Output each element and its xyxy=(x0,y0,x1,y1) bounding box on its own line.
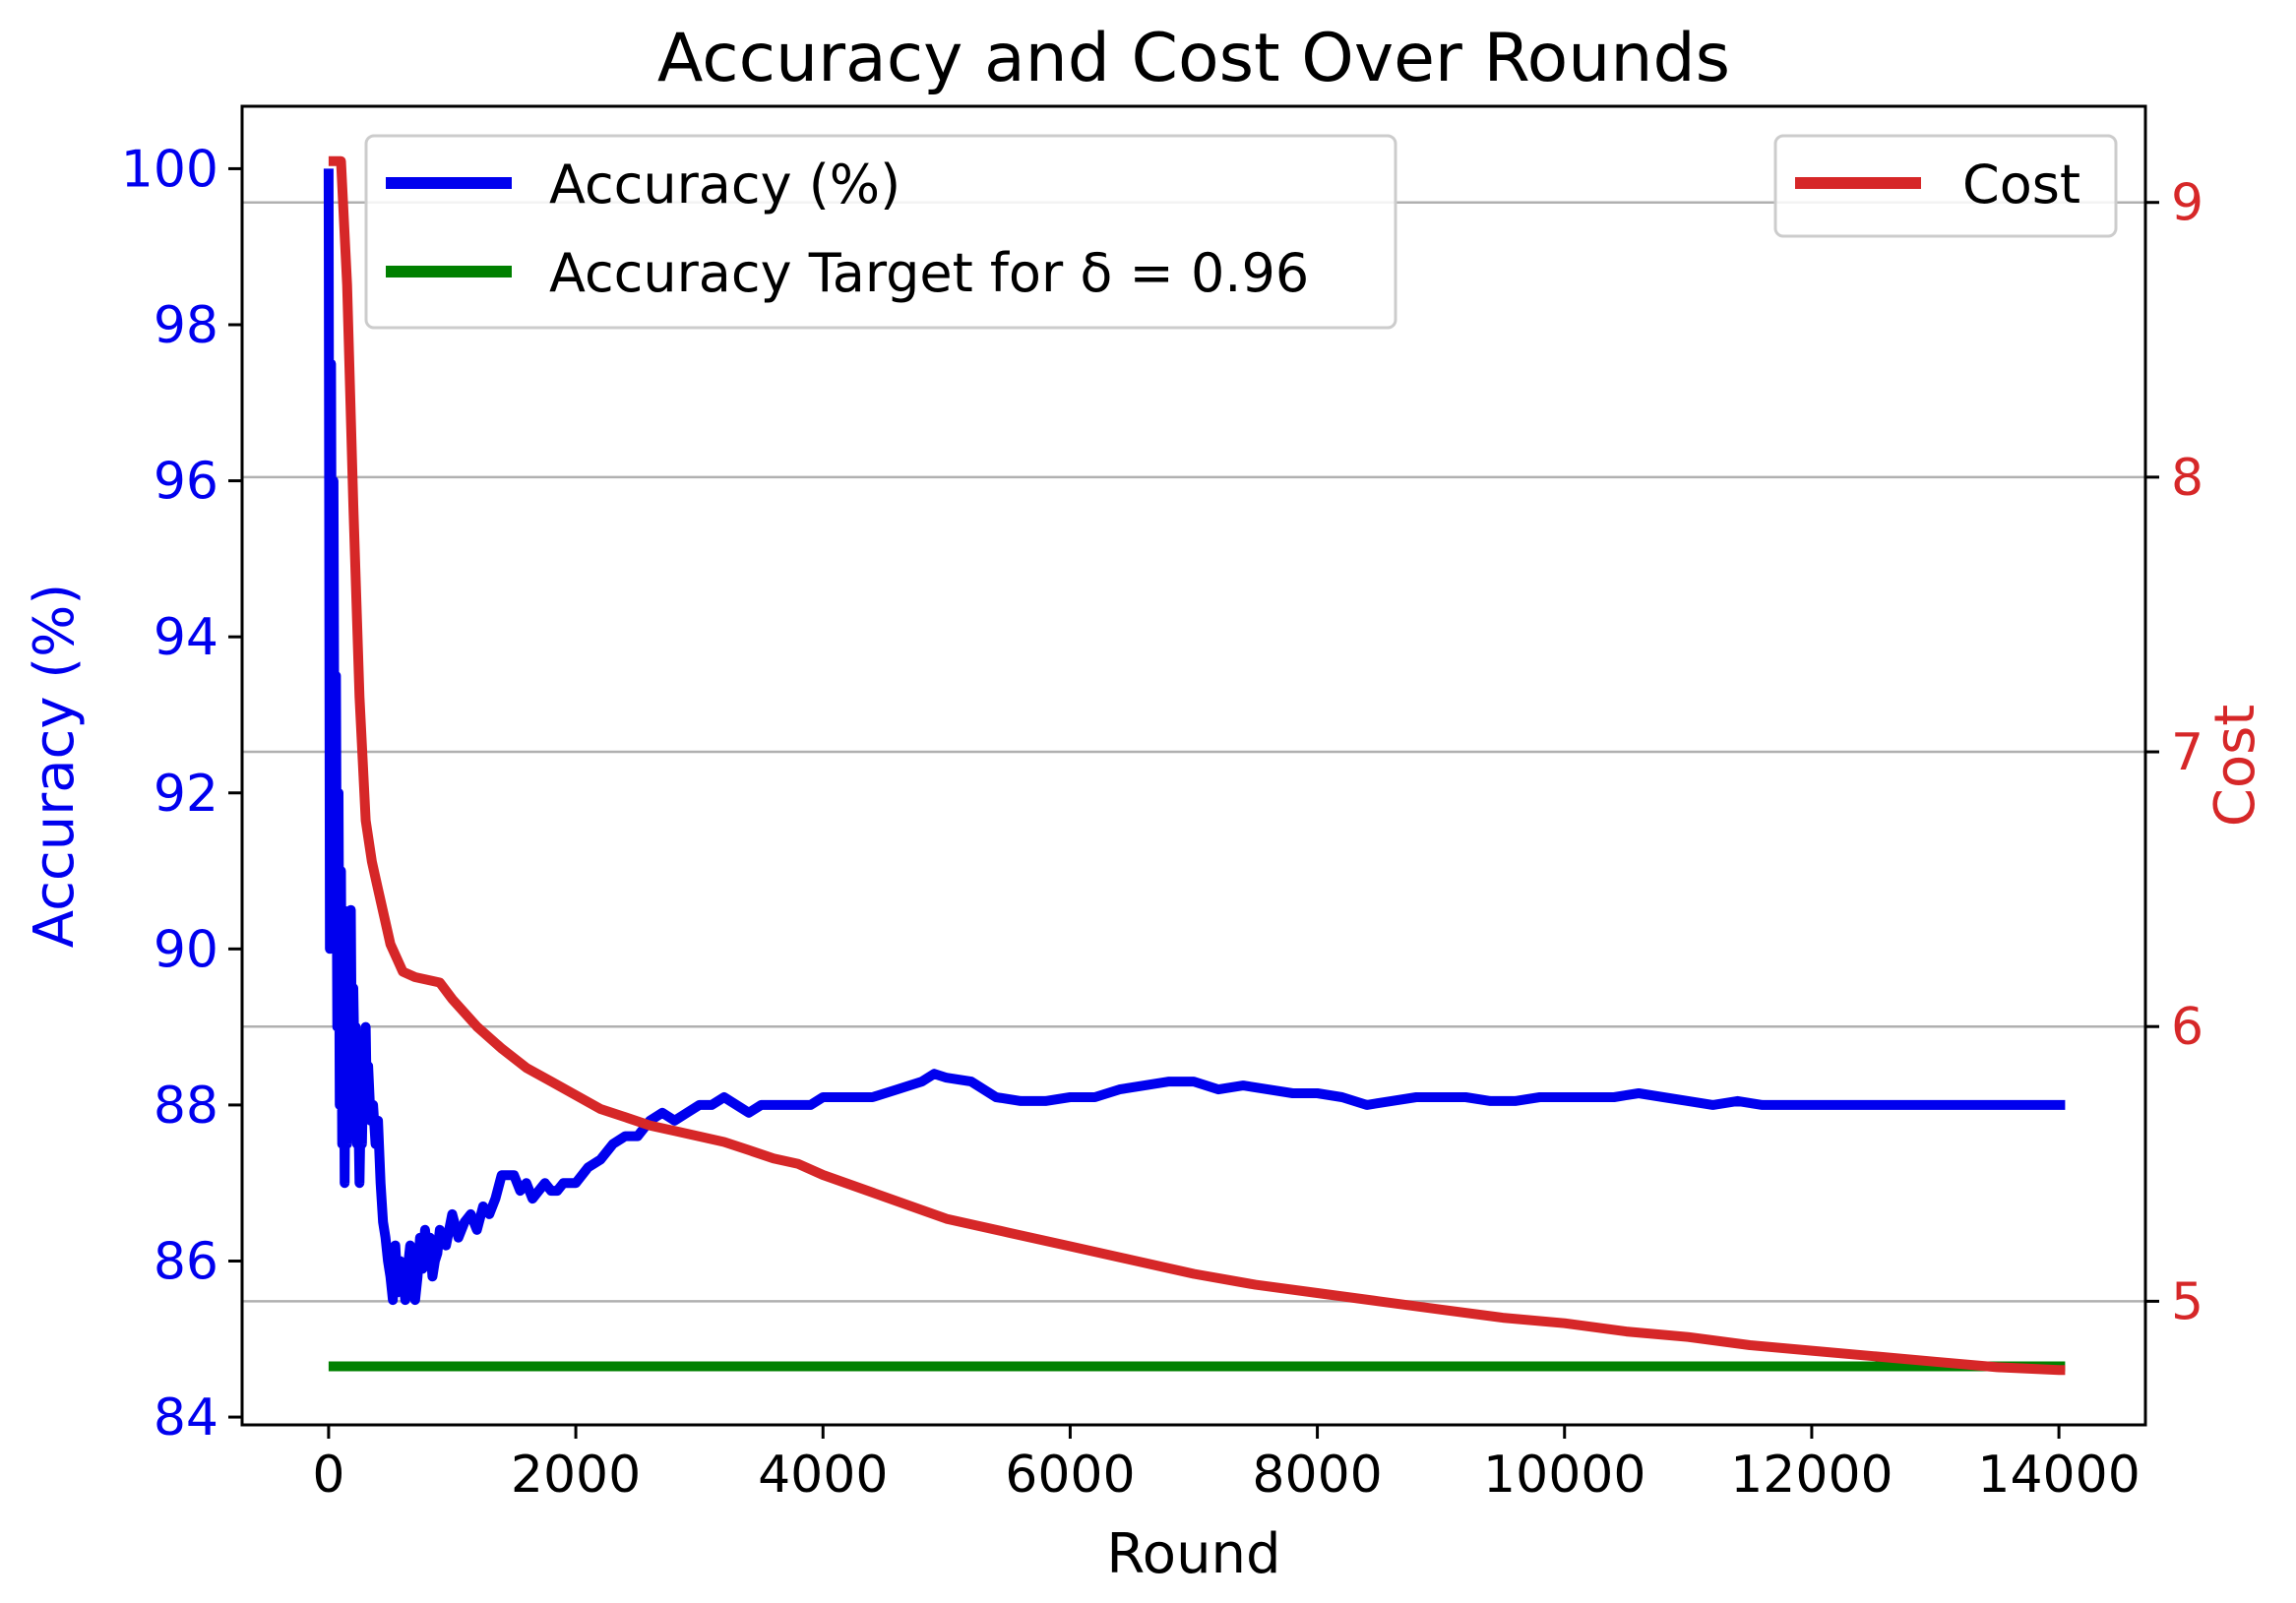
x-tick-label-6: 12000 xyxy=(1730,1446,1893,1505)
left-y-tick-label-1: 86 xyxy=(154,1232,218,1291)
x-axis: 0 2000 4000 6000 8000 10000 12000 14000 xyxy=(312,1425,2141,1505)
x-tick-label-2: 4000 xyxy=(758,1446,888,1505)
x-tick-label-5: 10000 xyxy=(1483,1446,1645,1505)
chart-title: Accuracy and Cost Over Rounds xyxy=(657,20,1730,97)
x-tick-label-7: 14000 xyxy=(1977,1446,2140,1505)
right-y-tick-label-1: 6 xyxy=(2171,998,2203,1057)
legend-right-frame xyxy=(1773,134,2118,238)
cost-line xyxy=(328,155,2066,1376)
left-y-tick-label-8: 100 xyxy=(121,140,218,199)
right-y-tick-label-0: 5 xyxy=(2171,1272,2203,1331)
x-tick-label-4: 8000 xyxy=(1252,1446,1382,1505)
x-axis-label: Round xyxy=(1106,1522,1280,1586)
left-y-tick-label-5: 94 xyxy=(154,608,218,667)
legend-left-frame xyxy=(364,134,1397,330)
grid xyxy=(242,201,2145,1303)
right-y-tick-label-3: 8 xyxy=(2171,449,2203,508)
left-y-tick-label-4: 92 xyxy=(154,765,218,824)
legend-right: Cost xyxy=(1773,134,2118,238)
left-y-tick-label-3: 90 xyxy=(154,920,218,979)
legend-label-target: Accuracy Target for δ = 0.96 xyxy=(549,242,1309,304)
right-y-axis: 5 6 7 8 9 xyxy=(2145,174,2203,1331)
x-tick-label-3: 6000 xyxy=(1005,1446,1135,1505)
left-y-axis-label: Accuracy (%) xyxy=(23,584,87,948)
x-tick-label-1: 2000 xyxy=(511,1446,641,1505)
left-y-tick-label-2: 88 xyxy=(154,1077,218,1136)
right-y-axis-label: Cost xyxy=(2203,705,2267,828)
legend-label-accuracy: Accuracy (%) xyxy=(549,154,900,216)
plot-lines xyxy=(323,155,2066,1376)
legend-label-cost: Cost xyxy=(1962,154,2080,216)
accuracy-line xyxy=(323,168,2066,1306)
left-y-tick-label-7: 98 xyxy=(154,296,218,355)
right-y-tick-label-4: 9 xyxy=(2171,174,2203,233)
left-y-tick-label-6: 96 xyxy=(154,453,218,512)
right-y-tick-label-2: 7 xyxy=(2171,723,2203,782)
plot-frame xyxy=(240,104,2147,1427)
x-tick-label-0: 0 xyxy=(312,1446,344,1505)
left-y-axis: 84 86 88 90 92 94 96 98 100 xyxy=(121,140,242,1448)
left-y-tick-label-0: 84 xyxy=(154,1388,218,1448)
legend-left: Accuracy (%) Accuracy Target for δ = 0.9… xyxy=(364,134,1397,330)
